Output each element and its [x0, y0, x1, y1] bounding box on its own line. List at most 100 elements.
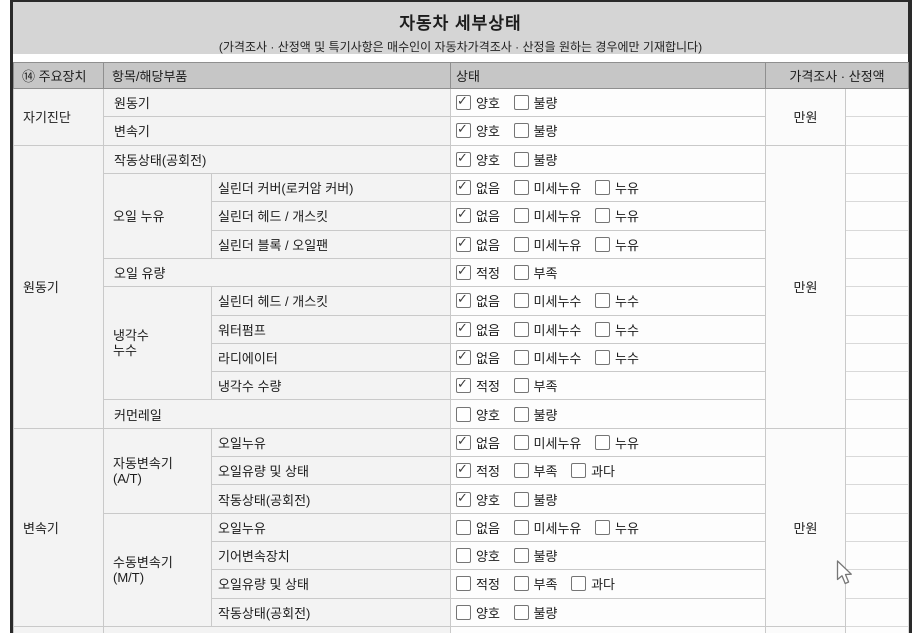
- status-option[interactable]: 양호: [456, 603, 500, 622]
- checkbox[interactable]: [456, 519, 471, 535]
- checkbox[interactable]: [456, 461, 471, 479]
- checkbox[interactable]: [456, 433, 471, 450]
- checkbox[interactable]: [456, 548, 471, 564]
- checkbox[interactable]: [513, 576, 529, 592]
- status-option[interactable]: 누수: [595, 320, 639, 339]
- status-option[interactable]: 미세누수: [513, 320, 581, 339]
- checkbox[interactable]: [456, 406, 471, 422]
- checkbox[interactable]: [513, 123, 529, 139]
- status-option[interactable]: 과다: [571, 574, 615, 593]
- checkbox[interactable]: [513, 434, 529, 450]
- status-option[interactable]: 불량: [513, 546, 557, 565]
- checkbox[interactable]: [595, 180, 611, 196]
- checkbox[interactable]: [595, 519, 611, 535]
- table-row: 원동기 작동상태(공회전) 양호 불량 만원: [13, 144, 909, 429]
- checkbox[interactable]: [595, 208, 611, 224]
- checkbox[interactable]: [456, 121, 471, 139]
- status-cell: 양호 불량: [450, 625, 766, 633]
- status-option[interactable]: 없음: [456, 348, 500, 367]
- checkbox[interactable]: [456, 93, 471, 111]
- status-option[interactable]: 누유: [595, 518, 639, 537]
- checkbox[interactable]: [456, 576, 471, 592]
- status-option[interactable]: 적정: [456, 376, 500, 395]
- checkbox[interactable]: [513, 604, 529, 620]
- checkbox[interactable]: [513, 406, 529, 422]
- checkbox[interactable]: [595, 293, 611, 309]
- checkbox[interactable]: [456, 376, 471, 394]
- checkbox[interactable]: [513, 265, 529, 281]
- status-option[interactable]: 부족: [513, 574, 557, 593]
- checkbox[interactable]: [513, 378, 529, 394]
- checkbox[interactable]: [571, 463, 587, 479]
- status-option[interactable]: 미세누유: [513, 206, 581, 225]
- status-option[interactable]: 불량: [513, 490, 557, 509]
- checkbox[interactable]: [571, 576, 587, 592]
- checkbox[interactable]: [513, 321, 529, 337]
- checkbox[interactable]: [456, 291, 471, 309]
- checkbox[interactable]: [513, 548, 529, 564]
- checkbox[interactable]: [513, 208, 529, 224]
- status-option[interactable]: 양호: [456, 490, 500, 509]
- checkbox[interactable]: [513, 236, 529, 252]
- status-option[interactable]: 적정: [456, 461, 500, 480]
- status-option[interactable]: 누유: [595, 235, 639, 254]
- status-option[interactable]: 누유: [595, 206, 639, 225]
- status-option[interactable]: 미세누유: [513, 433, 581, 452]
- status-option[interactable]: 양호: [456, 150, 500, 169]
- checkbox[interactable]: [513, 491, 529, 507]
- status-option[interactable]: 양호: [456, 546, 500, 565]
- status-option[interactable]: 부족: [513, 376, 557, 395]
- checkbox[interactable]: [456, 320, 471, 337]
- checkbox[interactable]: [513, 463, 529, 479]
- status-option[interactable]: 없음: [456, 235, 500, 254]
- status-option[interactable]: 양호: [456, 93, 500, 112]
- checkbox[interactable]: [456, 348, 471, 365]
- checkbox[interactable]: [513, 519, 529, 535]
- checkbox[interactable]: [513, 180, 529, 196]
- status-option[interactable]: 누수: [595, 348, 639, 367]
- status-option[interactable]: 없음: [456, 178, 500, 197]
- status-option[interactable]: 불량: [513, 405, 557, 424]
- checkbox[interactable]: [513, 151, 529, 167]
- status-option[interactable]: 없음: [456, 518, 500, 537]
- status-option[interactable]: 누유: [595, 178, 639, 197]
- status-option[interactable]: 양호: [456, 405, 500, 424]
- checkbox[interactable]: [595, 321, 611, 337]
- checkbox[interactable]: [456, 604, 471, 620]
- status-option[interactable]: 미세누유: [513, 235, 581, 254]
- status-option[interactable]: 과다: [571, 461, 615, 480]
- status-option[interactable]: 미세누유: [513, 518, 581, 537]
- checkbox[interactable]: [456, 206, 471, 224]
- status-option[interactable]: 불량: [513, 603, 557, 622]
- checkbox[interactable]: [513, 95, 529, 111]
- status-option[interactable]: 부족: [513, 461, 557, 480]
- status-option[interactable]: 없음: [456, 206, 500, 225]
- checkbox[interactable]: [456, 263, 471, 281]
- checkbox[interactable]: [513, 293, 529, 309]
- status-option[interactable]: 없음: [456, 291, 500, 310]
- checkbox[interactable]: [513, 349, 529, 365]
- status-option[interactable]: 적정: [456, 574, 500, 593]
- status-option[interactable]: 부족: [513, 263, 557, 282]
- checkbox[interactable]: [595, 236, 611, 252]
- status-option[interactable]: 적정: [456, 263, 500, 282]
- checkbox[interactable]: [456, 150, 471, 167]
- status-option[interactable]: 불량: [513, 150, 557, 169]
- status-option[interactable]: 미세누유: [513, 178, 581, 197]
- checkbox[interactable]: [595, 349, 611, 365]
- checkbox[interactable]: [456, 178, 471, 196]
- status-option[interactable]: 없음: [456, 433, 500, 452]
- status-option[interactable]: 누유: [595, 433, 639, 452]
- item-cell: 변속기: [103, 116, 451, 146]
- checkbox[interactable]: [456, 490, 471, 507]
- checkbox[interactable]: [456, 235, 471, 252]
- status-option[interactable]: 미세누수: [513, 348, 581, 367]
- status-option[interactable]: 불량: [513, 121, 557, 140]
- status-option[interactable]: 불량: [513, 93, 557, 112]
- status-option[interactable]: 미세누수: [513, 291, 581, 310]
- status-option[interactable]: 누수: [595, 291, 639, 310]
- status-option[interactable]: 양호: [456, 121, 500, 140]
- status-option[interactable]: 없음: [456, 320, 500, 339]
- checkbox[interactable]: [595, 434, 611, 450]
- status-cell: 없음 미세누수 누수: [450, 342, 766, 373]
